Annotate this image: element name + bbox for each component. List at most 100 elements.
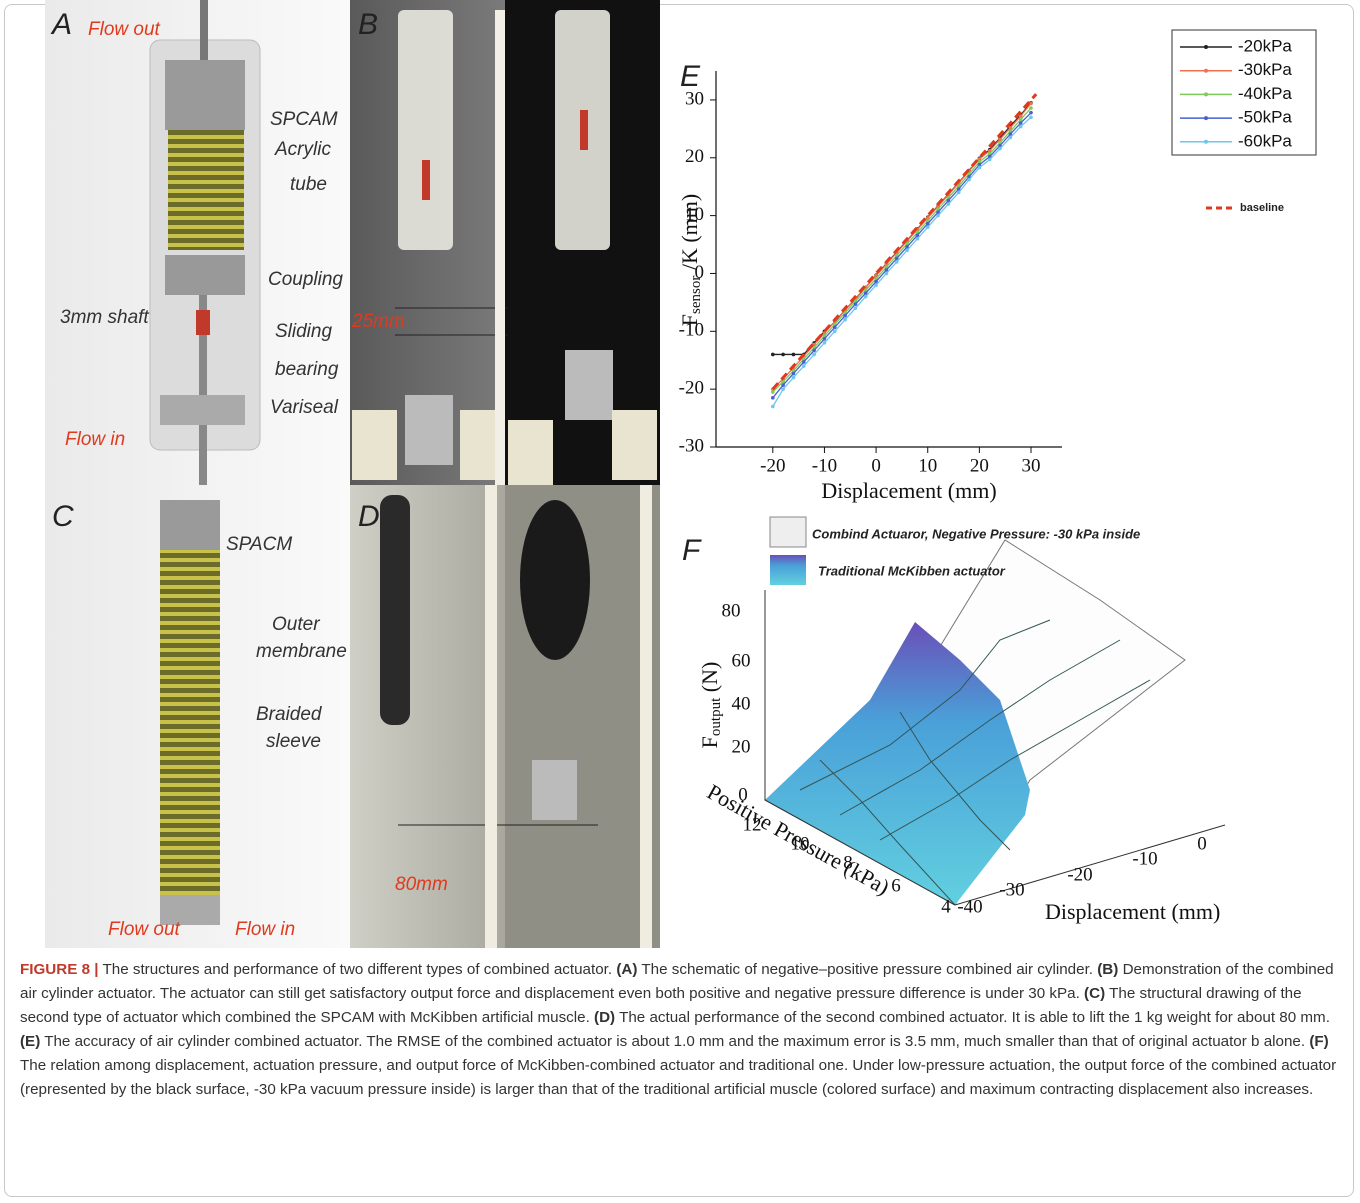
series-marker — [771, 404, 775, 409]
z-axis-title-part: F — [697, 736, 722, 748]
callout-label: Outer — [272, 614, 320, 635]
caption-text: The relation among displacement, actuati… — [20, 1057, 1337, 1098]
figure-frame — [4, 4, 1354, 1197]
caption-text: Demonstration of the combined air cylind… — [20, 961, 1334, 1002]
series-marker — [915, 230, 920, 235]
caption-text: The schematic of negative–positive press… — [641, 961, 1094, 978]
series-marker — [853, 302, 858, 306]
series-marker — [863, 291, 868, 295]
callout-label: bearing — [275, 359, 339, 380]
tube-out — [200, 0, 208, 60]
axis-line — [764, 799, 956, 906]
callout-label: Sliding — [275, 321, 332, 342]
panel-letter: D — [358, 500, 380, 533]
caption-text: (C) — [1084, 985, 1106, 1002]
z-tick-label: 40 — [732, 693, 751, 714]
y-tick-label: -20 — [679, 378, 704, 399]
series-marker — [905, 245, 909, 249]
y-tick-label: -10 — [679, 320, 704, 341]
callout-label: membrane — [256, 641, 347, 662]
z-tick-label: 60 — [732, 650, 751, 671]
series-marker — [791, 371, 796, 376]
series-marker — [998, 143, 1002, 148]
legend-label: -40kPa — [1238, 84, 1292, 103]
displacement-tick-label: -30 — [999, 879, 1024, 900]
series-marker — [884, 262, 889, 267]
series-marker — [781, 383, 785, 387]
series-marker — [1029, 106, 1033, 110]
series-marker — [915, 233, 920, 238]
legend-marker — [1204, 45, 1208, 49]
z-axis-title-part: (N) — [697, 662, 722, 698]
series-line — [772, 112, 1032, 399]
series-marker — [1018, 124, 1023, 129]
z-tick-label: 0 — [738, 784, 748, 805]
series-marker — [874, 283, 878, 287]
series-marker — [905, 248, 909, 253]
series-marker — [977, 160, 982, 164]
legend-marker — [1204, 139, 1208, 144]
series-marker — [771, 396, 775, 400]
z-axis-title-part: output — [708, 697, 724, 736]
panel-letter: C — [52, 500, 74, 533]
weight — [532, 760, 577, 820]
series-marker — [977, 157, 982, 161]
series-marker — [925, 219, 930, 223]
x-axis-title: Displacement (mm) — [821, 478, 996, 503]
series-marker — [894, 253, 899, 258]
gauge — [508, 420, 553, 485]
legend-box — [1171, 29, 1317, 156]
series-line — [772, 102, 1032, 390]
z-tick-label: 20 — [732, 736, 751, 757]
legend-label: baseline — [1240, 202, 1284, 214]
x-tick-label: 20 — [970, 455, 989, 476]
mesh-line — [839, 639, 1121, 816]
weight — [565, 350, 613, 420]
series-line — [772, 102, 1032, 356]
caption-text: (E) — [20, 1033, 41, 1050]
series-marker — [1008, 125, 1013, 130]
weight — [405, 395, 453, 465]
series-marker — [812, 348, 816, 353]
callout-label: tube — [290, 174, 327, 195]
callout-label: Flow in — [235, 919, 295, 940]
piston — [165, 255, 245, 295]
series-marker — [1029, 110, 1033, 115]
series-marker — [853, 306, 858, 310]
series-marker — [998, 140, 1002, 145]
callout-label: sleeve — [266, 731, 321, 752]
ruler — [640, 485, 652, 948]
series-marker — [822, 337, 827, 341]
series-marker — [781, 352, 785, 357]
y-tick-label: 10 — [685, 204, 704, 225]
series-marker — [987, 149, 992, 153]
callout-label: 25mm — [351, 311, 405, 332]
series-marker — [874, 279, 878, 284]
series-marker — [894, 260, 899, 264]
displacement-tick-label: -10 — [1132, 848, 1157, 869]
y-axis-title-part: sensor — [688, 276, 704, 314]
panel-letter: B — [358, 8, 378, 41]
caption-text: (A) — [616, 961, 638, 978]
series-marker — [1018, 114, 1023, 118]
callout-label: Flow in — [65, 429, 125, 450]
series-marker — [1018, 121, 1023, 125]
pressure-tick-label: 12 — [743, 814, 762, 835]
series-marker — [925, 216, 930, 220]
series-marker — [843, 317, 847, 322]
series-marker — [874, 273, 878, 278]
series-marker — [1008, 135, 1013, 140]
series-marker — [956, 187, 961, 191]
callout-label: Variseal — [270, 397, 339, 418]
x-tick-label: 10 — [918, 455, 937, 476]
callout-label: SPCAM — [270, 109, 338, 130]
series-marker — [936, 213, 940, 218]
legend-label: Combind Actuaror, Negative Pressure: -30… — [812, 526, 1140, 541]
panel-letter: F — [682, 534, 702, 567]
ruler — [495, 10, 505, 485]
series-marker — [915, 236, 920, 241]
muscle — [520, 500, 590, 660]
series-line — [772, 116, 1032, 407]
legend-marker — [1204, 116, 1208, 121]
